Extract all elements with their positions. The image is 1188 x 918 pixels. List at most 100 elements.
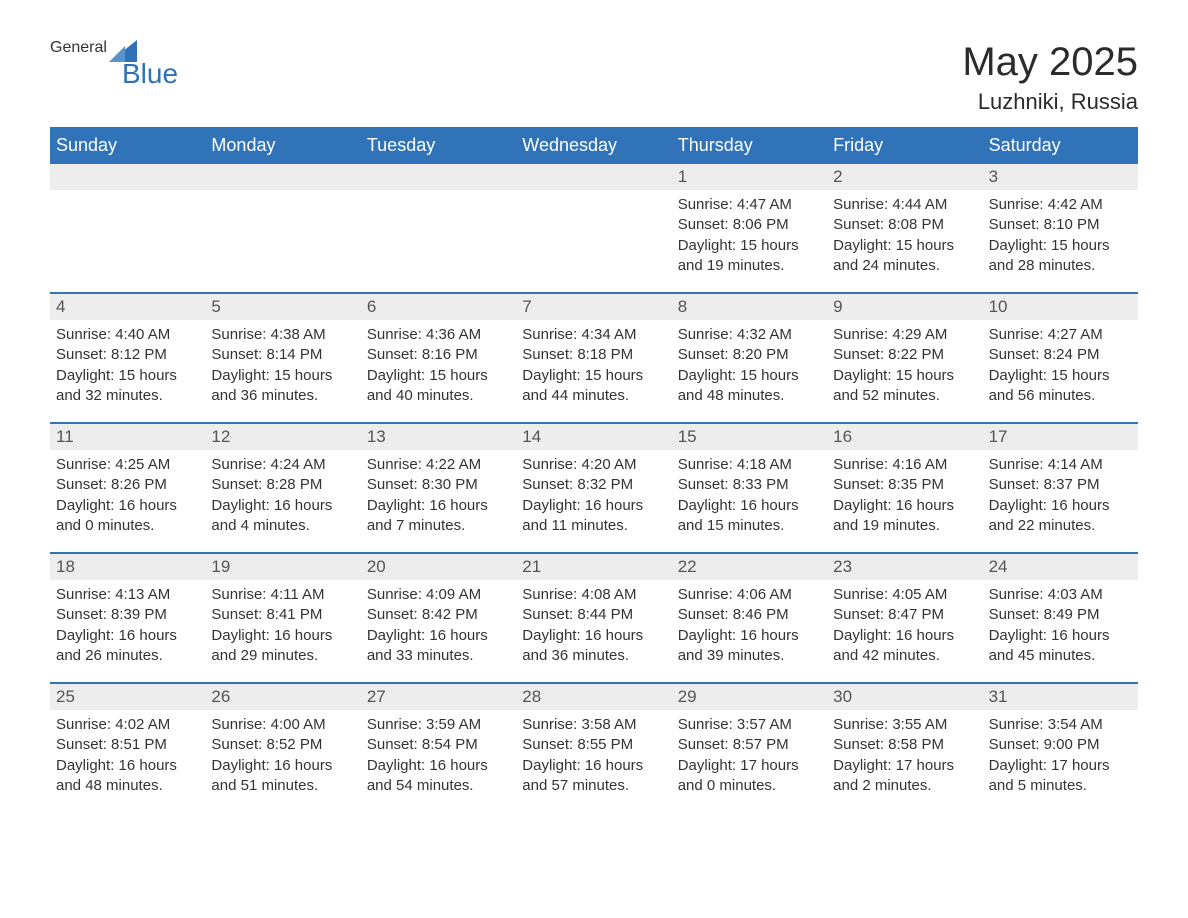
sunrise-text: Sunrise: 4:47 AM — [678, 195, 821, 215]
sunset-text: Sunset: 8:12 PM — [56, 345, 199, 365]
day-content: Sunrise: 3:58 AMSunset: 8:55 PMDaylight:… — [516, 710, 671, 802]
month-title: May 2025 — [962, 40, 1138, 85]
sunset-text: Sunset: 8:39 PM — [56, 605, 199, 625]
sunrise-text: Sunrise: 4:08 AM — [522, 585, 665, 605]
day-content: Sunrise: 4:44 AMSunset: 8:08 PMDaylight:… — [827, 190, 982, 282]
daylight-text: Daylight: 15 hours and 44 minutes. — [522, 366, 665, 407]
sunset-text: Sunset: 8:42 PM — [367, 605, 510, 625]
day-content: Sunrise: 4:00 AMSunset: 8:52 PMDaylight:… — [205, 710, 360, 802]
day-number — [50, 164, 205, 190]
day-cell: 16Sunrise: 4:16 AMSunset: 8:35 PMDayligh… — [827, 424, 982, 552]
sunset-text: Sunset: 8:41 PM — [211, 605, 354, 625]
day-number: 23 — [827, 554, 982, 580]
day-content: Sunrise: 3:57 AMSunset: 8:57 PMDaylight:… — [672, 710, 827, 802]
day-cell: 18Sunrise: 4:13 AMSunset: 8:39 PMDayligh… — [50, 554, 205, 682]
day-number — [205, 164, 360, 190]
day-content: Sunrise: 4:08 AMSunset: 8:44 PMDaylight:… — [516, 580, 671, 672]
daylight-text: Daylight: 15 hours and 24 minutes. — [833, 236, 976, 277]
calendar: Sunday Monday Tuesday Wednesday Thursday… — [50, 127, 1138, 812]
day-number: 26 — [205, 684, 360, 710]
day-content: Sunrise: 4:25 AMSunset: 8:26 PMDaylight:… — [50, 450, 205, 542]
sunrise-text: Sunrise: 3:59 AM — [367, 715, 510, 735]
sunset-text: Sunset: 8:26 PM — [56, 475, 199, 495]
sunset-text: Sunset: 8:28 PM — [211, 475, 354, 495]
brand-logo: General Blue — [50, 40, 178, 88]
day-number: 20 — [361, 554, 516, 580]
weekday-header: Tuesday — [361, 127, 516, 164]
daylight-text: Daylight: 17 hours and 2 minutes. — [833, 756, 976, 797]
day-cell: 24Sunrise: 4:03 AMSunset: 8:49 PMDayligh… — [983, 554, 1138, 682]
day-cell: 13Sunrise: 4:22 AMSunset: 8:30 PMDayligh… — [361, 424, 516, 552]
weekday-header: Saturday — [983, 127, 1138, 164]
sunset-text: Sunset: 8:18 PM — [522, 345, 665, 365]
day-cell: 28Sunrise: 3:58 AMSunset: 8:55 PMDayligh… — [516, 684, 671, 812]
day-cell: 20Sunrise: 4:09 AMSunset: 8:42 PMDayligh… — [361, 554, 516, 682]
day-content: Sunrise: 4:02 AMSunset: 8:51 PMDaylight:… — [50, 710, 205, 802]
day-cell: 3Sunrise: 4:42 AMSunset: 8:10 PMDaylight… — [983, 164, 1138, 292]
daylight-text: Daylight: 16 hours and 11 minutes. — [522, 496, 665, 537]
weekday-header: Friday — [827, 127, 982, 164]
day-cell: 15Sunrise: 4:18 AMSunset: 8:33 PMDayligh… — [672, 424, 827, 552]
sunset-text: Sunset: 8:32 PM — [522, 475, 665, 495]
sunrise-text: Sunrise: 4:44 AM — [833, 195, 976, 215]
daylight-text: Daylight: 15 hours and 40 minutes. — [367, 366, 510, 407]
sunrise-text: Sunrise: 3:57 AM — [678, 715, 821, 735]
sunset-text: Sunset: 8:47 PM — [833, 605, 976, 625]
sunrise-text: Sunrise: 3:55 AM — [833, 715, 976, 735]
day-content: Sunrise: 3:59 AMSunset: 8:54 PMDaylight:… — [361, 710, 516, 802]
sunset-text: Sunset: 9:00 PM — [989, 735, 1132, 755]
day-content: Sunrise: 3:54 AMSunset: 9:00 PMDaylight:… — [983, 710, 1138, 802]
sunset-text: Sunset: 8:33 PM — [678, 475, 821, 495]
sunrise-text: Sunrise: 4:42 AM — [989, 195, 1132, 215]
day-cell: 29Sunrise: 3:57 AMSunset: 8:57 PMDayligh… — [672, 684, 827, 812]
daylight-text: Daylight: 16 hours and 19 minutes. — [833, 496, 976, 537]
sunrise-text: Sunrise: 4:09 AM — [367, 585, 510, 605]
day-number: 5 — [205, 294, 360, 320]
sunset-text: Sunset: 8:06 PM — [678, 215, 821, 235]
day-number: 29 — [672, 684, 827, 710]
sunrise-text: Sunrise: 4:34 AM — [522, 325, 665, 345]
daylight-text: Daylight: 17 hours and 0 minutes. — [678, 756, 821, 797]
day-number: 10 — [983, 294, 1138, 320]
day-number: 14 — [516, 424, 671, 450]
sunrise-text: Sunrise: 4:20 AM — [522, 455, 665, 475]
day-content: Sunrise: 4:03 AMSunset: 8:49 PMDaylight:… — [983, 580, 1138, 672]
day-content: Sunrise: 4:32 AMSunset: 8:20 PMDaylight:… — [672, 320, 827, 412]
daylight-text: Daylight: 15 hours and 32 minutes. — [56, 366, 199, 407]
day-number: 24 — [983, 554, 1138, 580]
day-number: 9 — [827, 294, 982, 320]
day-number: 3 — [983, 164, 1138, 190]
day-cell: 6Sunrise: 4:36 AMSunset: 8:16 PMDaylight… — [361, 294, 516, 422]
day-cell: 10Sunrise: 4:27 AMSunset: 8:24 PMDayligh… — [983, 294, 1138, 422]
sunrise-text: Sunrise: 3:54 AM — [989, 715, 1132, 735]
daylight-text: Daylight: 16 hours and 48 minutes. — [56, 756, 199, 797]
weekday-header: Wednesday — [516, 127, 671, 164]
day-content: Sunrise: 4:42 AMSunset: 8:10 PMDaylight:… — [983, 190, 1138, 282]
sunrise-text: Sunrise: 4:02 AM — [56, 715, 199, 735]
day-content: Sunrise: 4:27 AMSunset: 8:24 PMDaylight:… — [983, 320, 1138, 412]
sunset-text: Sunset: 8:14 PM — [211, 345, 354, 365]
day-number: 2 — [827, 164, 982, 190]
sunrise-text: Sunrise: 3:58 AM — [522, 715, 665, 735]
daylight-text: Daylight: 16 hours and 54 minutes. — [367, 756, 510, 797]
day-number: 8 — [672, 294, 827, 320]
day-number: 1 — [672, 164, 827, 190]
sunrise-text: Sunrise: 4:29 AM — [833, 325, 976, 345]
day-content: Sunrise: 4:47 AMSunset: 8:06 PMDaylight:… — [672, 190, 827, 282]
sunset-text: Sunset: 8:51 PM — [56, 735, 199, 755]
day-cell: 25Sunrise: 4:02 AMSunset: 8:51 PMDayligh… — [50, 684, 205, 812]
daylight-text: Daylight: 16 hours and 0 minutes. — [56, 496, 199, 537]
day-content: Sunrise: 4:24 AMSunset: 8:28 PMDaylight:… — [205, 450, 360, 542]
daylight-text: Daylight: 15 hours and 52 minutes. — [833, 366, 976, 407]
day-cell: 7 Sunrise: 4:34 AMSunset: 8:18 PMDaylight… — [516, 294, 671, 422]
daylight-text: Daylight: 16 hours and 57 minutes. — [522, 756, 665, 797]
day-cell — [516, 164, 671, 292]
day-number: 17 — [983, 424, 1138, 450]
week-row: 11Sunrise: 4:25 AMSunset: 8:26 PMDayligh… — [50, 422, 1138, 552]
day-number: 7 — [516, 294, 671, 320]
weeks-container: 1Sunrise: 4:47 AMSunset: 8:06 PMDaylight… — [50, 164, 1138, 812]
day-cell: 12Sunrise: 4:24 AMSunset: 8:28 PMDayligh… — [205, 424, 360, 552]
daylight-text: Daylight: 16 hours and 51 minutes. — [211, 756, 354, 797]
daylight-text: Daylight: 16 hours and 36 minutes. — [522, 626, 665, 667]
brand-blue: Blue — [122, 60, 178, 88]
